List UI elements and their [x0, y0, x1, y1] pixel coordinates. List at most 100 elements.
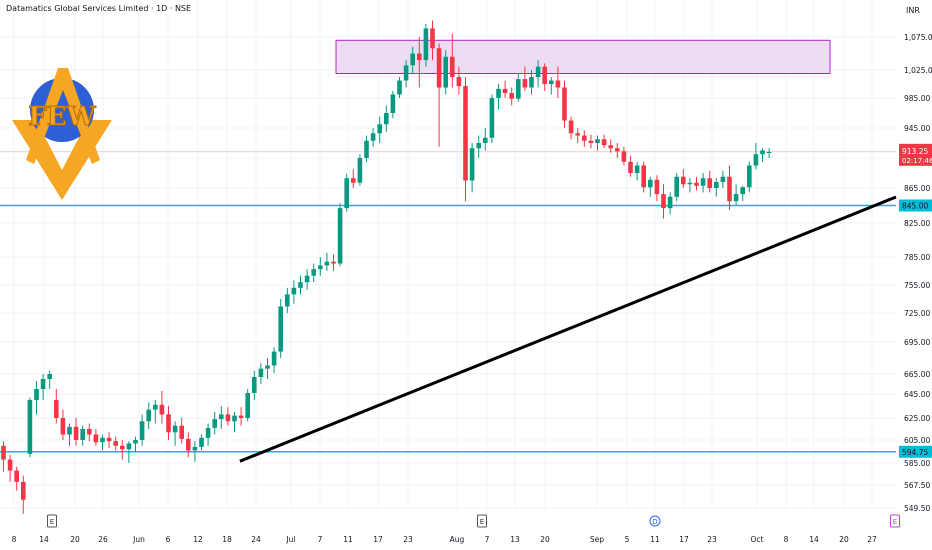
candle-body	[54, 400, 59, 418]
candle	[469, 143, 475, 193]
time-tick-label: 7	[318, 535, 323, 544]
candle-body	[166, 414, 171, 433]
candle	[463, 77, 468, 202]
price-axis[interactable]: 1,075.001,025.00985.00945.00905.00865.00…	[904, 33, 932, 513]
candle-body	[436, 48, 442, 88]
candle-body	[529, 77, 534, 88]
candle-body	[126, 443, 132, 450]
candle-body	[582, 135, 587, 141]
candle	[384, 105, 389, 132]
time-tick-label: 23	[707, 535, 717, 544]
candle	[588, 134, 594, 149]
candle-body	[80, 429, 85, 440]
price-tick-label: 785.00	[904, 253, 930, 262]
earnings-marker[interactable]: E	[477, 514, 487, 528]
candle	[73, 418, 79, 446]
candle	[120, 440, 125, 460]
candle-body	[456, 77, 462, 87]
candle	[133, 436, 138, 453]
candle-body	[747, 165, 752, 188]
candle	[667, 192, 673, 215]
price-tick-label: 1,025.00	[904, 66, 932, 75]
candle-body	[423, 28, 429, 61]
candle-body	[681, 176, 686, 185]
level-price-tag	[899, 199, 932, 212]
time-axis[interactable]: 8 14 20 26 Jun 6 12 18 24 Jul 7 11 17 23 Aug 7 13 20 Sep 5 1…	[12, 535, 877, 544]
candle-body	[21, 481, 26, 500]
candle	[681, 169, 686, 188]
candle-body	[47, 374, 52, 379]
earnings-marker[interactable]: E	[890, 514, 900, 528]
candle	[364, 135, 369, 162]
candle	[27, 397, 33, 458]
candle	[258, 363, 264, 384]
candle	[542, 63, 547, 91]
time-tick-label: 5	[625, 535, 630, 544]
candle-body	[661, 194, 666, 209]
candle-body	[509, 93, 514, 99]
time-tick-label: 8	[12, 535, 17, 544]
price-tick-label: 625.00	[904, 414, 930, 423]
time-tick-label: 20	[70, 535, 80, 544]
candle-body	[27, 400, 33, 454]
candle-body	[674, 176, 679, 197]
candles-layer	[1, 20, 772, 514]
candle	[351, 169, 356, 188]
time-tick-label: 13	[510, 535, 520, 544]
candle	[192, 441, 198, 462]
candle-body	[740, 187, 745, 195]
candle-body	[186, 438, 191, 451]
candle	[555, 66, 561, 98]
candle	[80, 425, 85, 446]
last-price-tag	[899, 143, 932, 166]
candle	[172, 421, 178, 446]
candle-body	[384, 113, 389, 125]
candle	[7, 454, 13, 482]
event-marker-letter: D	[652, 518, 657, 526]
candle-body	[304, 275, 310, 283]
candle-body	[265, 365, 270, 369]
candle	[291, 280, 297, 304]
candle-body	[760, 150, 765, 155]
candle	[54, 389, 59, 424]
ascending-trendline[interactable]	[239, 195, 897, 463]
candle-body	[318, 265, 323, 270]
candle	[621, 146, 627, 166]
price-tick-label: 865.00	[904, 184, 930, 193]
candle	[423, 23, 429, 67]
candle	[14, 466, 19, 491]
candle-body	[344, 178, 349, 209]
horizontal-levels-layer	[0, 151, 896, 453]
price-tick-label: 755.00	[904, 281, 930, 290]
candle-body	[502, 88, 508, 94]
last-price-label: 913.25	[902, 147, 928, 156]
candle	[337, 202, 343, 267]
candle-body	[403, 65, 409, 81]
candle	[34, 381, 39, 415]
earnings-marker[interactable]: E	[47, 514, 57, 528]
resistance-zone[interactable]	[335, 39, 831, 74]
candle-body	[733, 194, 739, 202]
candle	[727, 165, 732, 210]
resistance-zone-layer	[335, 39, 831, 74]
candle-body	[568, 120, 574, 134]
candle	[47, 370, 52, 389]
candle-body	[588, 140, 594, 143]
candle	[535, 60, 541, 88]
candle	[331, 254, 336, 271]
price-tick-label: 695.00	[904, 338, 930, 347]
candle	[403, 60, 409, 88]
dividend-marker[interactable]: D	[649, 515, 661, 527]
time-tick-label: 11	[343, 535, 353, 544]
price-tick-label: 945.00	[904, 124, 930, 133]
candle-body	[463, 86, 468, 181]
candle	[87, 423, 92, 442]
candle-body	[483, 137, 488, 143]
chart-grid	[0, 0, 896, 510]
candle-body	[667, 196, 673, 209]
candle-body	[476, 143, 481, 149]
price-tick-label: 665.00	[904, 370, 930, 379]
